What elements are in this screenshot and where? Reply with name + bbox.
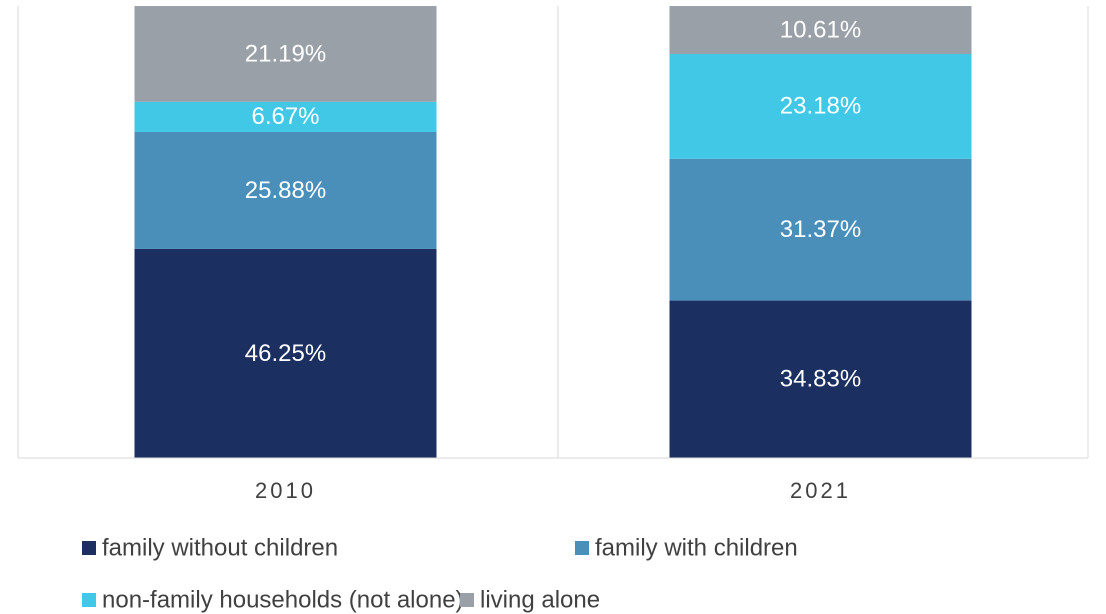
data-label: 25.88% (245, 177, 326, 204)
legend-swatch (82, 593, 96, 607)
bar-segment (669, 158, 972, 301)
data-label: 23.18% (780, 93, 861, 120)
bar-segment (134, 248, 437, 458)
data-label: 31.37% (780, 216, 861, 243)
data-label: 10.61% (780, 16, 861, 43)
legend-label: non-family households (not alone) (102, 586, 464, 613)
legend-label: family with children (595, 534, 798, 561)
x-tick-label: 2021 (790, 478, 851, 503)
x-tick-label: 2010 (255, 478, 316, 503)
bar-segment (669, 54, 972, 159)
legend-label: living alone (480, 586, 600, 613)
data-label: 6.67% (251, 103, 319, 130)
legend-label: family without children (102, 534, 338, 561)
legend-swatch (82, 541, 96, 555)
bar-segment (669, 300, 972, 458)
bar-segment (134, 6, 437, 102)
legend-swatch (460, 593, 474, 607)
bar-segment (134, 131, 437, 249)
legend-swatch (575, 541, 589, 555)
data-label: 34.83% (780, 366, 861, 393)
data-label: 21.19% (245, 40, 326, 67)
bar-segment (669, 6, 972, 55)
bar-segment (134, 101, 437, 132)
data-label: 46.25% (245, 340, 326, 367)
